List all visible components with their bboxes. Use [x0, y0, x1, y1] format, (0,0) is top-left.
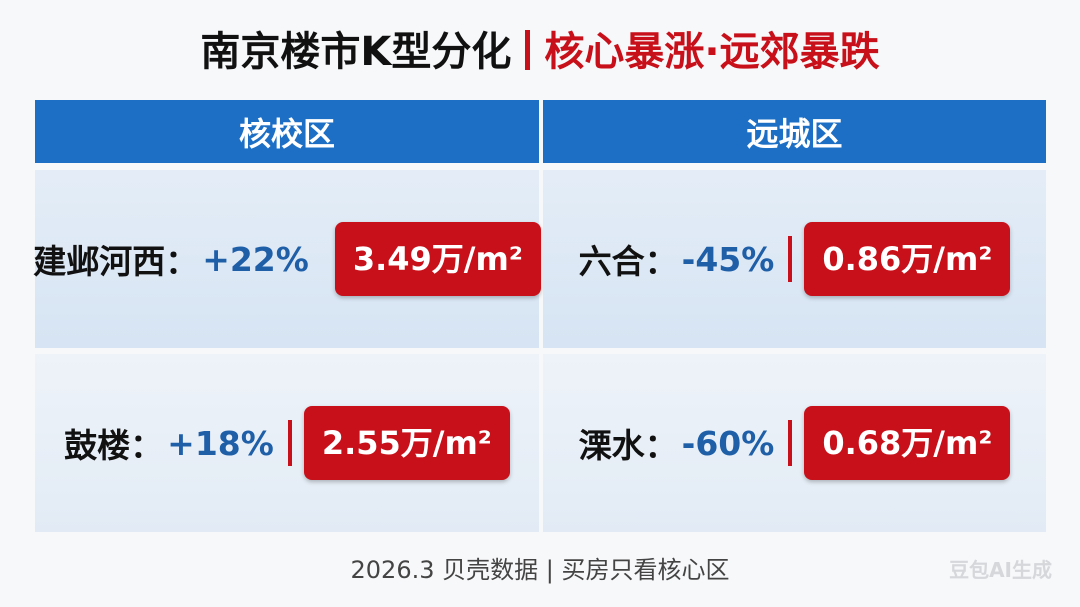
column-header: 核校区 [35, 100, 539, 163]
table-cell: 溧水： -60% 0.68万/m² [543, 354, 1046, 532]
watermark: 豆包AI生成 [949, 558, 1052, 582]
column-header: 远城区 [543, 100, 1046, 163]
title-separator [525, 30, 531, 70]
district-name: 溧水： [578, 426, 678, 465]
price-change: +18% [167, 423, 274, 463]
table-cell: 建邺河西： +22% 3.49万/m² [33, 170, 541, 348]
price-badge: 2.55万/m² [303, 406, 510, 480]
separator [788, 236, 793, 282]
separator [788, 420, 793, 466]
title-main: 南京楼市K型分化 [200, 29, 512, 75]
price-badge: 0.86万/m² [804, 222, 1011, 296]
title-highlight: 核心暴涨·远郊暴跌 [544, 29, 880, 75]
separator [287, 420, 292, 466]
footer: 2026.3 贝壳数据 | 买房只看核心区 [350, 556, 730, 584]
price-change: +22% [202, 239, 309, 279]
price-badge: 0.68万/m² [804, 406, 1011, 480]
price-badge: 3.49万/m² [334, 222, 541, 296]
district-name: 六合： [578, 242, 678, 281]
table-cell: 鼓楼： +18% 2.55万/m² [35, 354, 539, 532]
price-change: -45% [681, 239, 775, 279]
district-name: 建邺河西： [33, 242, 199, 281]
table-cell: 六合： -45% 0.86万/m² [543, 170, 1046, 348]
title: 南京楼市K型分化 核心暴涨·远郊暴跌 [0, 22, 1080, 82]
district-name: 鼓楼： [64, 426, 164, 465]
price-change: -60% [681, 423, 775, 463]
